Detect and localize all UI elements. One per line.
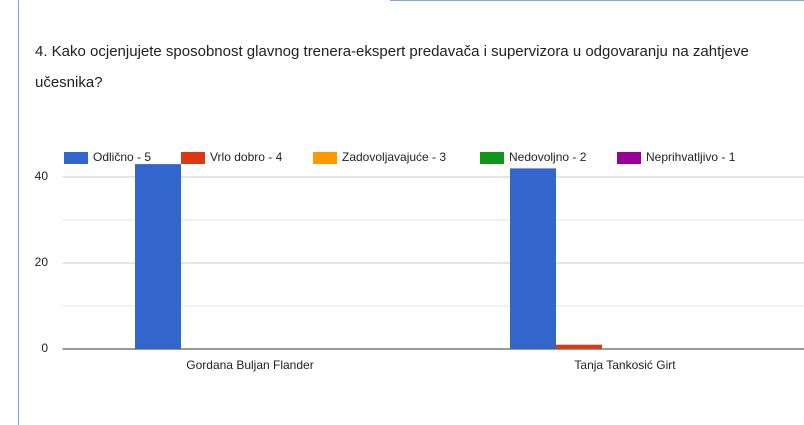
card-border [390,0,804,1]
legend-swatch [313,152,337,164]
legend-label: Vrlo dobro - 4 [210,150,283,164]
question-title: 4. Kako ocjenjujete sposobnost glavnog t… [35,43,749,91]
bar [135,164,181,349]
x-tick-label: Tanja Tankosić Girt [574,358,676,372]
bar [510,168,556,349]
bar [556,344,602,349]
y-tick-label: 0 [41,341,48,355]
y-tick-label: 40 [35,169,49,183]
legend-swatch [181,152,205,164]
legend-swatch [617,152,641,164]
legend-swatch [480,152,504,164]
y-tick-label: 20 [35,255,49,269]
x-tick-label: Gordana Buljan Flander [186,358,313,372]
legend-label: Nedovoljno - 2 [509,150,587,164]
legend-label: Zadovoljavajuće - 3 [342,150,446,164]
legend-swatch [64,152,88,164]
legend-label: Neprihvatljivo - 1 [646,150,736,164]
legend-label: Odlično - 5 [93,150,151,164]
